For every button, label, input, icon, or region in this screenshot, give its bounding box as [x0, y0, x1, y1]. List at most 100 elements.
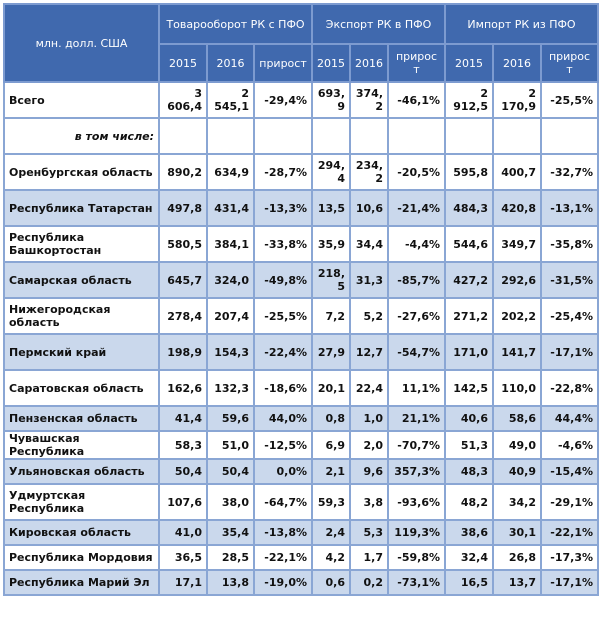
value-cell: 6,9 — [311, 430, 352, 460]
value-cell: 132,3 — [206, 369, 255, 407]
value-cell: 278,4 — [158, 297, 208, 335]
value-cell: 40,9 — [492, 458, 543, 485]
subcol-header: прирост — [387, 43, 447, 83]
region-name: Самарская область — [3, 261, 160, 299]
value-cell: 48,2 — [444, 483, 495, 521]
region-name: Кировская область — [3, 519, 160, 546]
subcol-header: прирост — [540, 43, 600, 83]
value-cell: -4,6% — [540, 430, 600, 460]
value-cell: -18,6% — [252, 369, 314, 407]
value-cell: 3 606,4 — [158, 81, 208, 119]
value-cell: 10,6 — [349, 189, 390, 227]
empty-cell — [311, 117, 352, 155]
value-cell: 890,2 — [158, 153, 208, 191]
value-cell: -15,4% — [540, 458, 600, 485]
table-row: Республика Башкортостан 580,5 384,1 -33,8% 3… — [3, 225, 600, 263]
value-cell: 21,1% — [387, 405, 447, 432]
value-cell: 2,0 — [349, 430, 390, 460]
value-cell: -13,1% — [540, 189, 600, 227]
value-cell: 9,6 — [349, 458, 390, 485]
table-row: Кировская область 41,0 35,4 -13,8% 2,4 5,3 119… — [3, 519, 600, 546]
value-cell: 110,0 — [492, 369, 543, 407]
value-cell: 2 912,5 — [444, 81, 495, 119]
region-name: Чувашская Республика — [3, 430, 160, 460]
value-cell: -29,1% — [540, 483, 600, 521]
region-name: Республика Башкортостан — [3, 225, 160, 263]
value-cell: 5,3 — [349, 519, 390, 546]
value-cell: 31,3 — [349, 261, 390, 299]
value-cell: 202,2 — [492, 297, 543, 335]
value-cell: 51,0 — [206, 430, 255, 460]
subcol-header: 2015 — [158, 43, 208, 83]
value-cell: 59,6 — [206, 405, 255, 432]
value-cell: -32,7% — [540, 153, 600, 191]
region-name: Саратовская область — [3, 369, 160, 407]
value-cell: 11,1% — [387, 369, 447, 407]
value-cell: 218,5 — [311, 261, 352, 299]
value-cell: -29,4% — [252, 81, 314, 119]
value-cell: 292,6 — [492, 261, 543, 299]
region-name: Удмуртская Республика — [3, 483, 160, 521]
region-name: Республика Марий Эл — [3, 569, 160, 596]
value-cell: -27,6% — [387, 297, 447, 335]
value-cell: 7,2 — [311, 297, 352, 335]
value-cell: 142,5 — [444, 369, 495, 407]
value-cell: 162,6 — [158, 369, 208, 407]
value-cell: -31,5% — [540, 261, 600, 299]
value-cell: -54,7% — [387, 333, 447, 371]
value-cell: 1,7 — [349, 544, 390, 571]
value-cell: -17,1% — [540, 333, 600, 371]
value-cell: -22,4% — [252, 333, 314, 371]
value-cell: -17,1% — [540, 569, 600, 596]
subheader-row: в том числе: — [3, 117, 600, 155]
value-cell: -28,7% — [252, 153, 314, 191]
value-cell: -21,4% — [387, 189, 447, 227]
value-cell: 119,3% — [387, 519, 447, 546]
table-row: Оренбургская область 890,2 634,9 -28,7% 294,… — [3, 153, 600, 191]
value-cell: -19,0% — [252, 569, 314, 596]
value-cell: 12,7 — [349, 333, 390, 371]
table-row: Республика Марий Эл 17,1 13,8 -19,0% 0,6 0,2-… — [3, 569, 600, 596]
subcol-header: 2016 — [492, 43, 543, 83]
region-name: Всего — [3, 81, 160, 119]
value-cell: 107,6 — [158, 483, 208, 521]
value-cell: 49,0 — [492, 430, 543, 460]
region-name: Ульяновская область — [3, 458, 160, 485]
value-cell: 28,5 — [206, 544, 255, 571]
value-cell: 50,4 — [206, 458, 255, 485]
table-row: Нижегородская область 278,4 207,4 -25,5% 7,2… — [3, 297, 600, 335]
value-cell: 634,9 — [206, 153, 255, 191]
value-cell: 349,7 — [492, 225, 543, 263]
subcol-header: прирост — [252, 43, 314, 83]
value-cell: 0,8 — [311, 405, 352, 432]
table-row: Республика Мордовия 36,5 28,5 -22,1% 4,2 1,7-… — [3, 544, 600, 571]
value-cell: 20,1 — [311, 369, 352, 407]
header-year-row: 2015 2016 прирост 2015 2016 прирост 2015 2016 пр… — [4, 43, 600, 83]
trade-table: млн. долл. США Товарооборот РК с ПФО Экс… — [3, 3, 600, 596]
value-cell: -73,1% — [387, 569, 447, 596]
value-cell: -35,8% — [540, 225, 600, 263]
value-cell: 35,9 — [311, 225, 352, 263]
value-cell: 30,1 — [492, 519, 543, 546]
value-cell: 141,7 — [492, 333, 543, 371]
empty-cell — [387, 117, 447, 155]
value-cell: 36,5 — [158, 544, 208, 571]
value-cell: 484,3 — [444, 189, 495, 227]
region-name: Республика Татарстан — [3, 189, 160, 227]
value-cell: -20,5% — [387, 153, 447, 191]
value-cell: 27,9 — [311, 333, 352, 371]
value-cell: -4,4% — [387, 225, 447, 263]
value-cell: 374,2 — [349, 81, 390, 119]
value-cell: 41,4 — [158, 405, 208, 432]
value-cell: 13,8 — [206, 569, 255, 596]
value-cell: 13,5 — [311, 189, 352, 227]
unit-header: млн. долл. США — [3, 3, 160, 83]
region-name: Нижегородская область — [3, 297, 160, 335]
value-cell: 5,2 — [349, 297, 390, 335]
value-cell: -22,1% — [252, 544, 314, 571]
region-name: Пермский край — [3, 333, 160, 371]
value-cell: 2,1 — [311, 458, 352, 485]
value-cell: 234,2 — [349, 153, 390, 191]
value-cell: -59,8% — [387, 544, 447, 571]
value-cell: 51,3 — [444, 430, 495, 460]
